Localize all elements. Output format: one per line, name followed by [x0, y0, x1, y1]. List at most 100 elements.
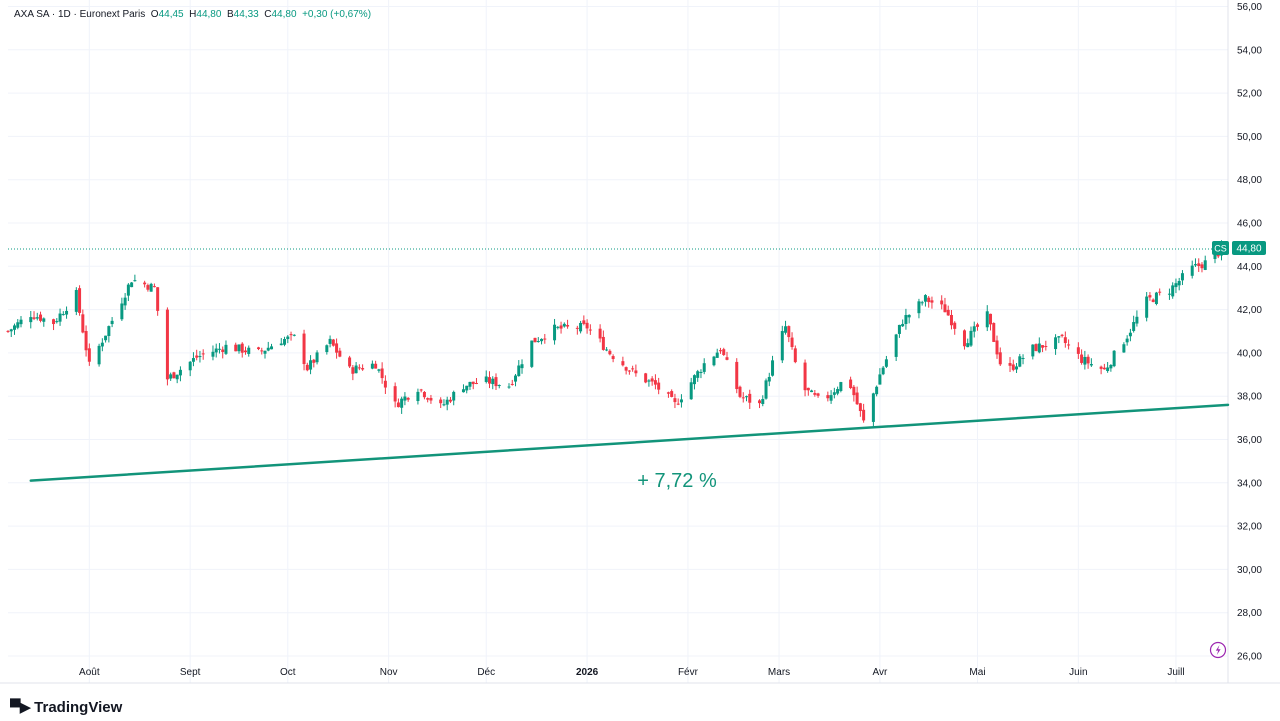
candle	[927, 295, 931, 308]
candle	[1044, 340, 1048, 351]
candle-body	[188, 361, 192, 371]
tradingview-logo[interactable]: ▀▶ TradingView	[10, 698, 122, 717]
candle-body	[84, 331, 88, 351]
candle	[283, 336, 287, 347]
trendline[interactable]	[29, 403, 1230, 482]
candle	[487, 371, 491, 389]
last-price-tag: CS 44,80	[1212, 241, 1266, 255]
candle	[1190, 260, 1194, 279]
candle-body	[810, 390, 814, 393]
candle	[940, 295, 944, 310]
candle	[608, 349, 612, 356]
candle	[107, 325, 111, 343]
candle-body	[302, 333, 306, 365]
candle	[1031, 344, 1035, 360]
candle	[175, 374, 179, 384]
candle-body	[923, 295, 927, 302]
time-tick-label[interactable]: Juin	[1069, 667, 1087, 678]
price-tick-label: 26,00	[1237, 652, 1262, 663]
price-badge-value: 44,80	[1236, 244, 1261, 255]
time-tick-label[interactable]: Mai	[969, 667, 985, 678]
candle-body	[400, 398, 404, 408]
symbol-legend[interactable]: AXA SA · 1D · Euronext Paris O44,45 H44,…	[14, 9, 371, 20]
candle-body	[237, 344, 241, 352]
time-tick-label[interactable]: Nov	[380, 667, 398, 678]
candle-body	[110, 320, 114, 325]
candle-body	[471, 381, 475, 385]
candle	[758, 399, 762, 409]
candle-body	[247, 347, 251, 354]
time-tick-label[interactable]: Févr	[678, 667, 699, 678]
candle-body	[745, 396, 749, 398]
candle-body	[862, 409, 866, 421]
low-value: 44,33	[233, 9, 259, 20]
candle	[579, 320, 583, 334]
trendline-layer[interactable]	[29, 403, 1230, 482]
time-tick-label[interactable]: Sept	[180, 667, 201, 678]
candle-body	[1112, 350, 1116, 367]
candle-body	[32, 317, 36, 319]
candle	[1122, 342, 1126, 353]
candle	[172, 371, 176, 379]
candle	[120, 297, 124, 321]
candle	[598, 324, 602, 343]
time-tick-label[interactable]: Avr	[872, 667, 887, 678]
candle	[247, 345, 251, 357]
time-tick-label[interactable]: Déc	[477, 667, 495, 678]
candle	[1197, 258, 1201, 272]
candle	[793, 345, 797, 364]
candle	[1083, 350, 1087, 370]
candle-body	[217, 348, 221, 350]
price-tick-label: 48,00	[1237, 175, 1262, 186]
candle-body	[585, 322, 589, 329]
candle	[624, 366, 628, 375]
candle-body	[1099, 366, 1103, 369]
trend-annotation[interactable]: + 7,72 %	[637, 470, 717, 492]
lightning-button[interactable]	[1209, 641, 1227, 659]
candle-body	[536, 341, 540, 343]
candle	[361, 364, 365, 371]
candle-body	[699, 371, 703, 373]
candle	[966, 338, 970, 348]
candle	[1109, 364, 1113, 372]
candle-body	[559, 325, 563, 329]
candle-body	[582, 320, 586, 324]
candle-body	[429, 397, 433, 401]
candle-body	[61, 314, 65, 316]
candle	[393, 382, 397, 408]
candle	[582, 315, 586, 326]
candle-body	[474, 382, 478, 384]
candle	[920, 300, 924, 306]
time-tick-label[interactable]: Août	[79, 667, 100, 678]
candle	[1034, 343, 1038, 352]
candle	[575, 325, 579, 335]
candle	[878, 368, 882, 385]
candle-body	[995, 340, 999, 355]
candle	[1203, 255, 1207, 271]
candle-body	[881, 367, 885, 375]
price-axis: 56,00 54,00 52,00 50,00 48,00 46,00 44,00 42,00…	[0, 0, 1280, 684]
candle	[348, 355, 352, 369]
time-tick-label[interactable]: Mars	[768, 667, 790, 678]
candle-body	[627, 370, 631, 372]
candle	[130, 281, 134, 288]
candle-body	[224, 344, 228, 354]
candle	[35, 312, 39, 321]
candle	[647, 379, 651, 387]
time-tick-label[interactable]: Juill	[1167, 667, 1184, 678]
candle-body	[221, 349, 225, 352]
candle	[510, 379, 514, 386]
candle	[426, 397, 430, 403]
candle	[666, 391, 670, 398]
candle	[884, 355, 888, 368]
candle	[1151, 298, 1155, 303]
candle-body	[657, 382, 661, 390]
candle-body	[234, 344, 238, 352]
candle-body	[270, 346, 274, 350]
time-tick-label[interactable]: Oct	[280, 667, 296, 678]
candle	[653, 374, 657, 390]
time-tick-label[interactable]: 2026	[576, 667, 599, 678]
candle	[748, 389, 752, 409]
